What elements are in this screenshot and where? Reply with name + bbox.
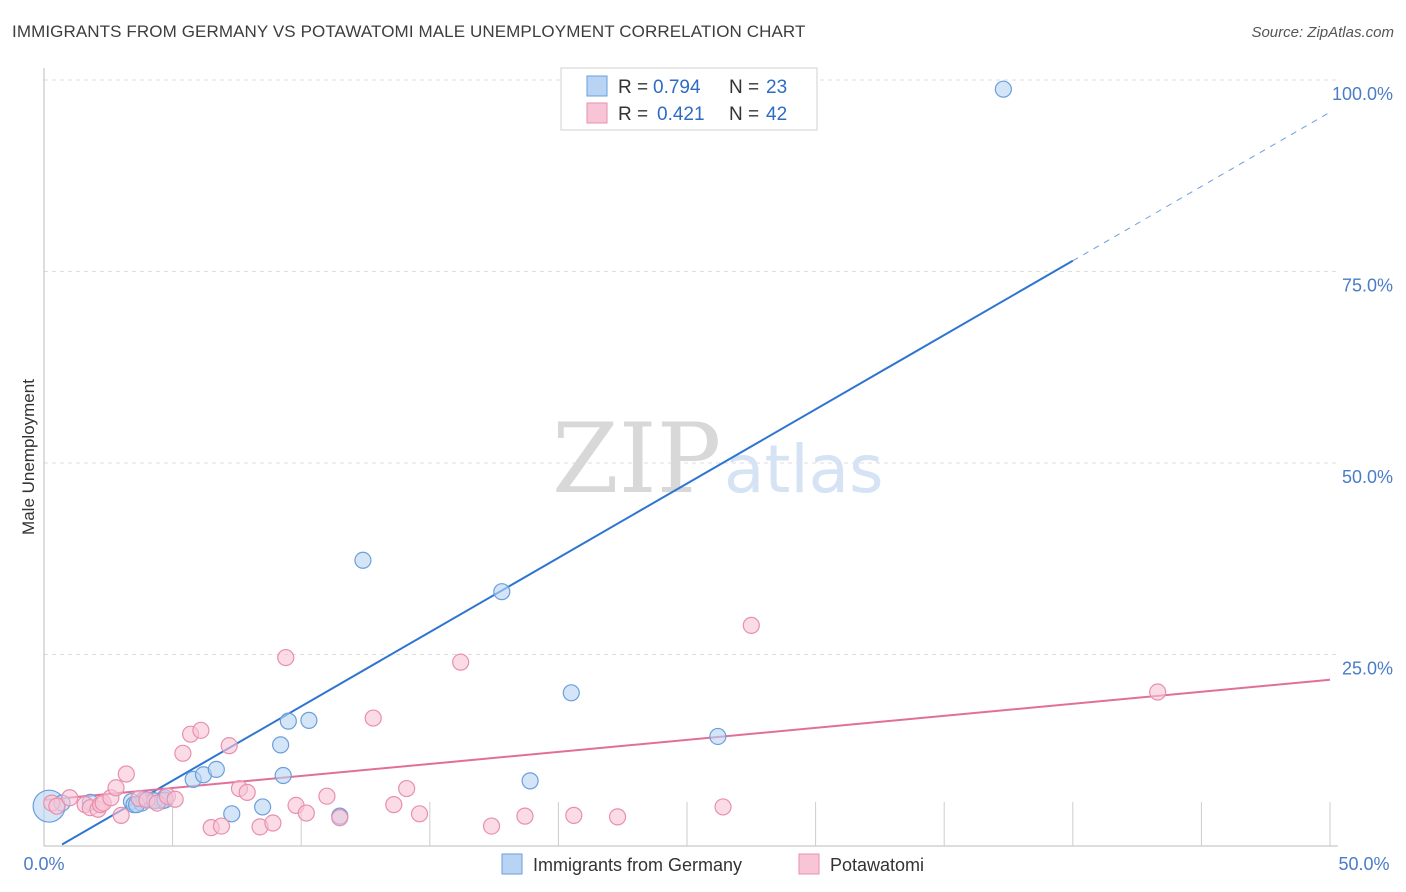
y-tick-label-50: 50.0% — [1342, 467, 1393, 487]
potawatomi-point-2 — [61, 789, 79, 807]
germany-point-24 — [493, 583, 511, 601]
germany-point-20 — [279, 712, 297, 730]
legend-r-value-pink: 0.421 — [657, 104, 705, 125]
legend-bottom-swatch-pink — [798, 853, 820, 875]
potawatomi-point-42 — [742, 616, 760, 634]
legend-top: R = 0.794 N = 23 R = 0.421 N = 42 — [560, 67, 818, 131]
potawatomi-point-37 — [482, 817, 501, 835]
legend-bottom-swatch-blue — [501, 853, 523, 875]
potawatomi-point-24 — [238, 783, 256, 801]
potawatomi-point-17 — [174, 744, 192, 762]
germany-point-26 — [562, 684, 580, 702]
germany-point-21 — [300, 711, 318, 729]
legend-n-value-blue: 23 — [766, 77, 787, 98]
grid-lines — [44, 79, 1338, 655]
x-tick-label-max: 50.0% — [1338, 854, 1389, 874]
potawatomi-point-21 — [212, 817, 231, 835]
x-tick-marks — [172, 802, 1331, 846]
legend-n-label-pink: N = — [729, 104, 759, 125]
trendline-potawatomi — [43, 678, 1331, 802]
potawatomi-point-31 — [331, 809, 349, 827]
y-tick-labels: 25.0% 50.0% 75.0% 100.0% — [1332, 84, 1393, 679]
x-tick-label-min: 0.0% — [23, 854, 64, 874]
trendline-germany-extension — [1072, 111, 1331, 262]
germany-point-25 — [521, 772, 539, 790]
potawatomi-point-39 — [565, 806, 583, 824]
y-tick-label-25: 25.0% — [1342, 659, 1393, 679]
potawatomi-point-30 — [318, 787, 336, 805]
watermark-atlas: atlas — [724, 431, 884, 508]
legend-r-label-pink: R = — [618, 104, 648, 125]
y-axis-label: Male Unemployment — [19, 379, 38, 535]
potawatomi-point-22 — [220, 737, 238, 755]
potawatomi-point-33 — [385, 796, 403, 814]
germany-point-28 — [994, 80, 1012, 98]
legend-r-label-blue: R = — [618, 77, 648, 98]
legend-n-label-blue: N = — [729, 77, 759, 98]
germany-point-19 — [272, 736, 290, 754]
legend-swatch-pink — [586, 102, 608, 124]
legend-swatch-blue — [586, 75, 608, 97]
chart-title: IMMIGRANTS FROM GERMANY VS POTAWATOMI MA… — [12, 22, 806, 41]
legend-bottom-label-potawatomi: Potawatomi — [830, 855, 924, 875]
potawatomi-point-19 — [192, 721, 210, 739]
germany-point-18 — [274, 766, 292, 785]
potawatomi-point-11 — [117, 765, 135, 783]
potawatomi-point-43 — [1149, 683, 1167, 701]
potawatomi-point-41 — [714, 798, 732, 816]
series-potawatomi — [43, 616, 1167, 837]
legend-n-value-pink: 42 — [766, 104, 787, 125]
potawatomi-point-40 — [608, 808, 627, 826]
y-tick-label-75: 75.0% — [1342, 276, 1393, 296]
y-tick-label-100: 100.0% — [1332, 84, 1393, 104]
germany-point-23 — [354, 551, 372, 569]
germany-point-27 — [709, 727, 727, 746]
potawatomi-point-29 — [297, 804, 315, 822]
axes — [43, 68, 1338, 847]
germany-point-15 — [207, 760, 225, 779]
source-credit: Source: ZipAtlas.com — [1251, 24, 1394, 41]
watermark: ZIP atlas — [552, 403, 884, 515]
potawatomi-point-34 — [398, 779, 416, 798]
legend-bottom: Immigrants from Germany Potawatomi — [501, 853, 924, 875]
potawatomi-point-38 — [516, 807, 534, 825]
potawatomi-point-26 — [264, 814, 282, 832]
potawatomi-point-16 — [166, 790, 184, 808]
germany-point-17 — [254, 798, 272, 816]
watermark-zip: ZIP — [552, 403, 721, 515]
trendline-germany — [61, 259, 1074, 846]
legend-bottom-label-germany: Immigrants from Germany — [533, 855, 742, 875]
potawatomi-point-27 — [277, 648, 295, 667]
potawatomi-point-35 — [410, 805, 429, 823]
potawatomi-point-32 — [364, 709, 382, 727]
potawatomi-point-9 — [107, 779, 125, 797]
potawatomi-point-10 — [112, 806, 130, 824]
germany-point-16 — [223, 805, 241, 823]
potawatomi-point-36 — [452, 653, 470, 671]
legend-r-value-blue: 0.794 — [653, 77, 701, 98]
potawatomi-point-1 — [48, 797, 66, 815]
